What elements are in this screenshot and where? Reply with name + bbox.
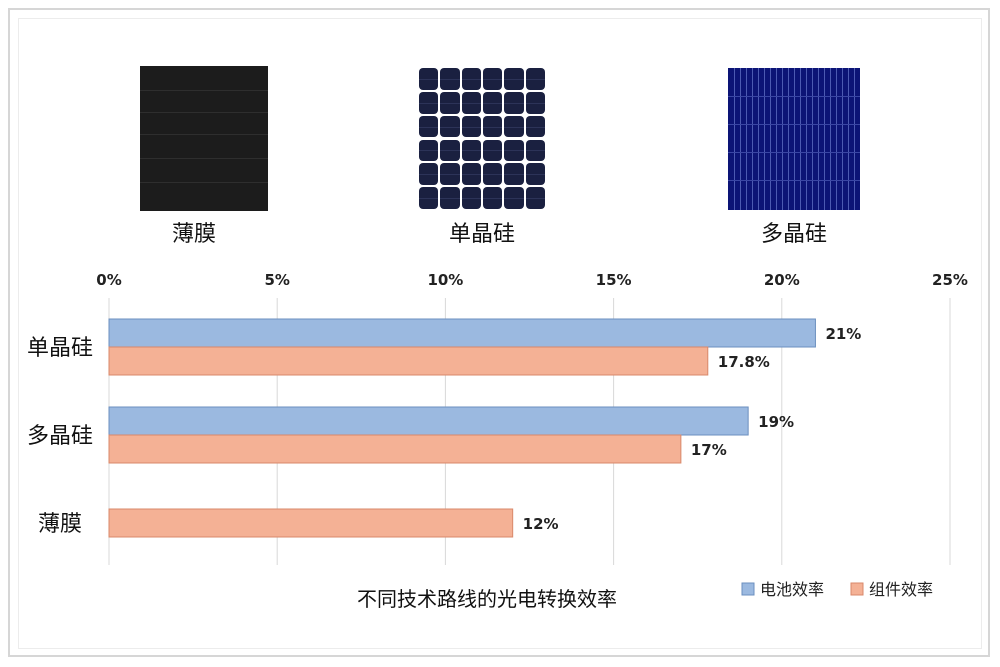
solar-cell [419,68,439,90]
cell-line [836,68,837,210]
solar-cell [440,91,460,114]
solar-cell [504,91,524,114]
cell-line [800,68,801,210]
solar-cell [419,163,439,186]
cell-line [788,68,789,210]
solar-cell [461,163,482,186]
solar-cell [504,187,524,209]
cell-line [764,68,765,210]
data-label: 19% [758,413,794,431]
legend-label: 组件效率 [869,580,933,599]
cell-line [728,124,860,125]
polycrystalline-label: 多晶硅 [760,222,827,247]
solar-cell [440,68,460,90]
solar-cell [525,187,546,209]
solar-cell [461,115,482,138]
data-label: 21% [825,325,861,343]
solar-cell [461,187,482,209]
cell-line [740,68,741,210]
solar-cell [440,115,460,138]
solar-cell [419,187,439,209]
x-tick-label: 20% [764,271,800,289]
cell-line [728,180,860,181]
solar-cell [440,187,460,209]
solar-cell [440,163,460,186]
chart-title: 不同技术路线的光电转换效率 [357,587,617,611]
legend-swatch [741,582,755,596]
legend-swatch [850,582,864,596]
solar-cell [483,68,503,90]
monocrystalline-label: 单晶硅 [448,222,515,247]
data-label: 12% [523,515,559,533]
solar-cell [504,163,524,186]
data-label: 17% [691,441,727,459]
solar-cell [525,163,546,186]
thin-film-label: 薄膜 [171,222,216,247]
cell-line [728,152,860,153]
cell-line [752,68,753,210]
cell-line [794,68,795,210]
solar-cell [419,91,439,114]
solar-cell [440,139,460,162]
cell-line [854,68,855,210]
thin-film-panel-image [140,66,268,211]
category-label: 薄膜 [38,512,82,537]
cell-line [746,68,747,210]
category-label: 多晶硅 [27,424,93,449]
cell-line [776,68,777,210]
category-label: 单晶硅 [27,336,93,361]
cell-line [848,68,849,210]
cell-line [770,68,771,210]
solar-cell [419,139,439,162]
solar-cell [483,163,503,186]
x-tick-label: 10% [427,271,463,289]
solar-cell [461,139,482,162]
cell-line [812,68,813,210]
x-tick-label: 25% [932,271,968,289]
cell-line [728,96,860,97]
solar-cell [483,115,503,138]
solar-cell [461,68,482,90]
x-tick-label: 0% [96,271,121,289]
solar-cell [419,115,439,138]
cell-line [818,68,819,210]
cell-efficiency-bar [108,406,749,436]
solar-cell [483,139,503,162]
solar-cell [461,91,482,114]
solar-cell [504,115,524,138]
solar-cell [525,139,546,162]
polycrystalline-panel-image [728,68,860,210]
data-label: 17.8% [718,353,770,371]
solar-cell [483,91,503,114]
cell-line [824,68,825,210]
solar-cell [504,68,524,90]
solar-cell [525,68,546,90]
x-tick-label: 5% [264,271,289,289]
cell-line [734,68,735,210]
solar-cell [504,139,524,162]
monocrystalline-panel-image [417,66,547,211]
module-efficiency-bar [108,346,709,376]
x-tick-label: 15% [596,271,632,289]
cell-line [842,68,843,210]
module-efficiency-bar [108,508,514,538]
cell-line [806,68,807,210]
module-efficiency-bar [108,434,682,464]
cell-efficiency-bar [108,318,816,348]
cell-line [782,68,783,210]
solar-cell [525,91,546,114]
cell-line [758,68,759,210]
solar-cell [525,115,546,138]
cell-line [830,68,831,210]
solar-cell [483,187,503,209]
legend-label: 电池效率 [760,580,824,599]
